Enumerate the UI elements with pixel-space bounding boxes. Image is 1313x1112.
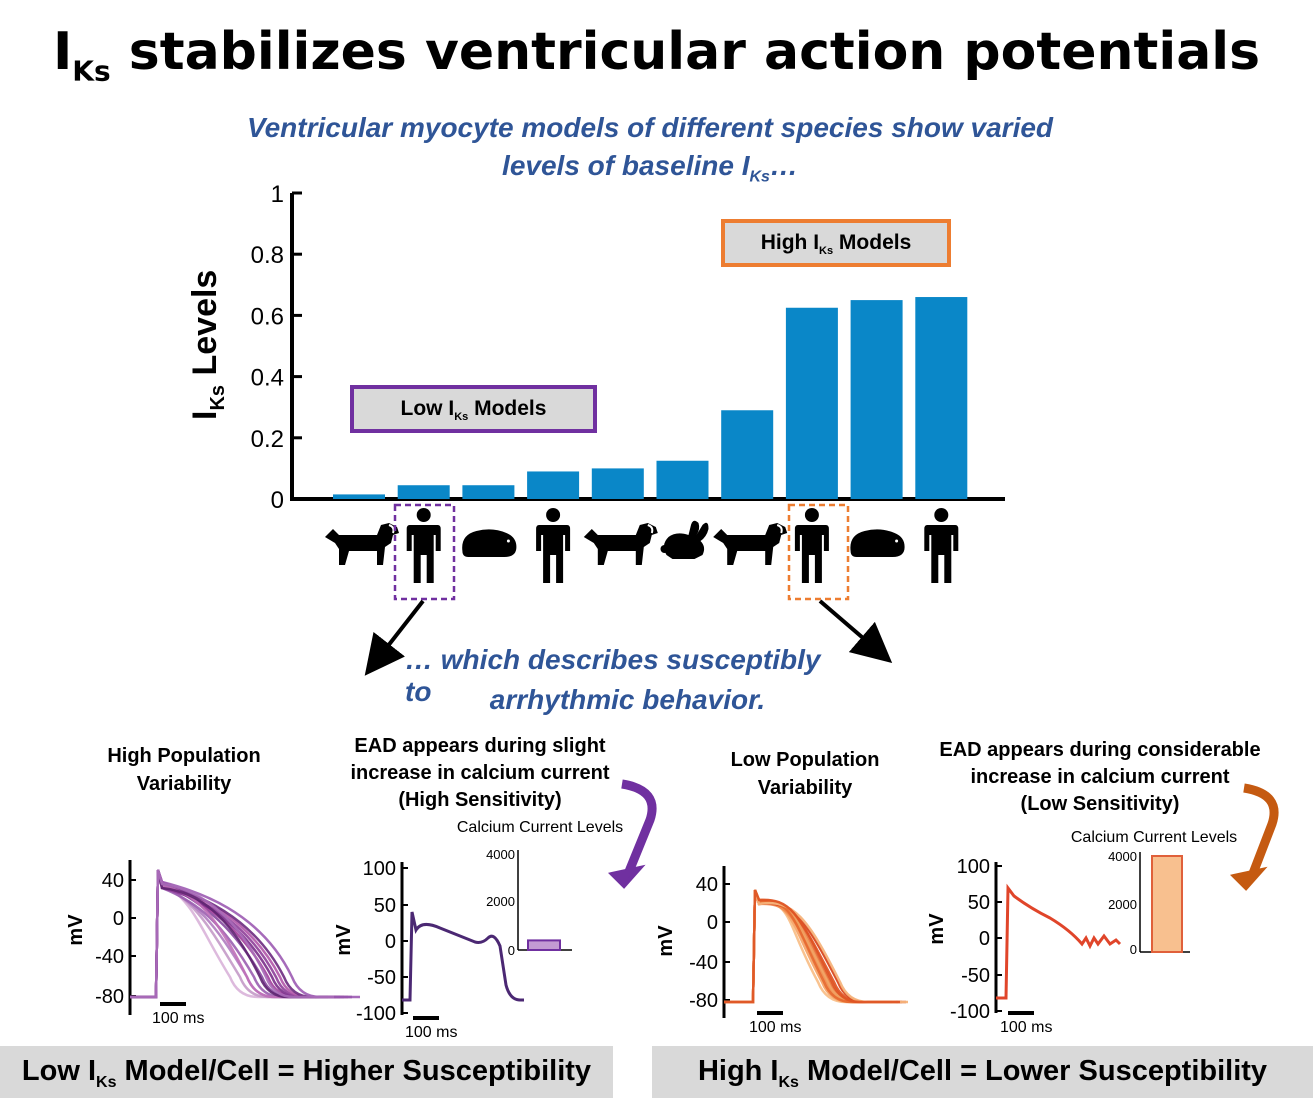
bar xyxy=(397,485,450,499)
bar xyxy=(527,939,561,952)
y-tick-label: -80 xyxy=(689,990,718,1012)
y-tick-label: -100 xyxy=(950,1001,990,1023)
y-tick-label: 2000 xyxy=(1108,897,1137,912)
ap-trace xyxy=(130,869,328,999)
panel-low-iks-population: 40 0 -40 -80 mV 100 ms xyxy=(65,860,360,1027)
arrow-left xyxy=(364,599,425,676)
y-tick-label: 0.4 xyxy=(251,365,284,392)
low-iks-models-box: Low IKs Models xyxy=(350,385,597,433)
scale-bar-label: 100 ms xyxy=(405,1024,457,1041)
y-tick-label: 0 xyxy=(707,912,718,934)
panel-high-iks-population: 40 0 -40 -80 mV 100 ms xyxy=(655,866,908,1036)
ead-low-title: EAD appears during slight increase in cal… xyxy=(350,735,610,811)
low-pop-title: High Population Variability xyxy=(107,745,261,795)
bar xyxy=(462,485,515,499)
y-axis-label: mV xyxy=(333,924,355,956)
ap-trace-ead xyxy=(402,911,524,1002)
y-tick-label: 50 xyxy=(374,895,396,917)
y-tick-label: 100 xyxy=(957,856,990,878)
scale-bar-label: 100 ms xyxy=(749,1019,801,1036)
y-axis-label: mV xyxy=(655,925,677,957)
y-tick-label: 1 xyxy=(271,181,284,208)
scale-bar-label: 100 ms xyxy=(152,1010,204,1027)
arrow-right xyxy=(818,599,893,664)
bar xyxy=(785,307,838,499)
y-tick-label: 0.2 xyxy=(251,426,284,453)
low-selection-box xyxy=(393,503,456,601)
bar xyxy=(333,494,385,499)
y-tick-label: 0 xyxy=(508,943,515,958)
calcium-low-iks: Calcium Current Levels 4000 2000 0 xyxy=(457,819,623,958)
bar-title: Calcium Current Levels xyxy=(1071,829,1237,846)
high-pop-title: Low Population Variability xyxy=(730,749,880,799)
ap-trace xyxy=(724,889,896,1004)
y-tick-label: 50 xyxy=(968,892,990,914)
y-tick-label: 40 xyxy=(102,870,124,892)
high-selection-box xyxy=(787,503,850,601)
ap-trace xyxy=(724,889,908,1004)
y-tick-label: 0 xyxy=(979,928,990,950)
y-tick-label: 40 xyxy=(696,874,718,896)
y-tick-label: 4000 xyxy=(1108,849,1137,864)
y-tick-label: -80 xyxy=(95,986,124,1008)
bar xyxy=(527,471,580,499)
bar-title: Calcium Current Levels xyxy=(457,819,623,836)
banner-right: High IKs Model/Cell = Lower Susceptibili… xyxy=(652,1046,1313,1098)
bar xyxy=(656,460,709,499)
ap-trace xyxy=(130,869,360,999)
panel-ead-low-iks: 100 50 0 -50 -100 mV 100 ms xyxy=(333,858,524,1041)
y-tick-label: 0 xyxy=(271,487,284,514)
page-title: IKs stabilizes ventricular action potent… xyxy=(52,22,1261,88)
caption-mid-line1: … which describes susceptibly to xyxy=(405,644,821,707)
caption-top-line2: levels of baseline IKs… xyxy=(502,150,798,186)
y-tick-label: 0.6 xyxy=(251,303,284,330)
ap-trace xyxy=(130,869,315,999)
y-tick-label: -50 xyxy=(961,965,990,987)
bar xyxy=(850,300,903,499)
y-tick-label: -40 xyxy=(689,952,718,974)
ead-high-title: EAD appears during considerable increase … xyxy=(939,739,1261,815)
y-tick-label: 0.8 xyxy=(251,242,284,269)
banner-left: Low IKs Model/Cell = Higher Susceptibili… xyxy=(0,1046,613,1098)
y-tick-label: 2000 xyxy=(486,894,515,909)
y-tick-label: -100 xyxy=(356,1003,396,1025)
y-axis-label: mV xyxy=(65,914,87,946)
y-tick-label: 0 xyxy=(385,931,396,953)
ap-trace xyxy=(724,889,892,1004)
bar xyxy=(915,297,968,499)
y-tick-label: 4000 xyxy=(486,847,515,862)
y-tick-label: 0 xyxy=(113,908,124,930)
caption-top: Ventricular myocyte models of different … xyxy=(0,112,1300,187)
ap-trace xyxy=(724,889,900,1004)
bar xyxy=(1151,855,1183,953)
y-tick-label: 100 xyxy=(363,858,396,880)
ap-trace-ead xyxy=(996,883,1122,1000)
caption-mid-line2: arrhythmic behavior. xyxy=(489,684,766,715)
y-tick-label: 0 xyxy=(1130,942,1137,957)
ap-trace xyxy=(130,869,334,999)
high-iks-models-box: High IKs Models xyxy=(721,219,951,267)
y-tick-label: -50 xyxy=(367,967,396,989)
purple-curved-arrow xyxy=(621,779,657,876)
scale-bar-label: 100 ms xyxy=(1000,1019,1052,1036)
panel-ead-high-iks: 100 50 0 -50 -100 mV 100 ms xyxy=(926,856,1122,1036)
orange-curved-arrow xyxy=(1243,783,1279,878)
calcium-high-iks: Calcium Current Levels 4000 2000 0 xyxy=(1071,829,1237,957)
y-tick-label: -40 xyxy=(95,946,124,968)
bar xyxy=(721,410,774,499)
y-axis-label: mV xyxy=(926,913,948,945)
caption-top-line1: Ventricular myocyte models of different … xyxy=(246,112,1054,143)
bar xyxy=(591,468,644,499)
